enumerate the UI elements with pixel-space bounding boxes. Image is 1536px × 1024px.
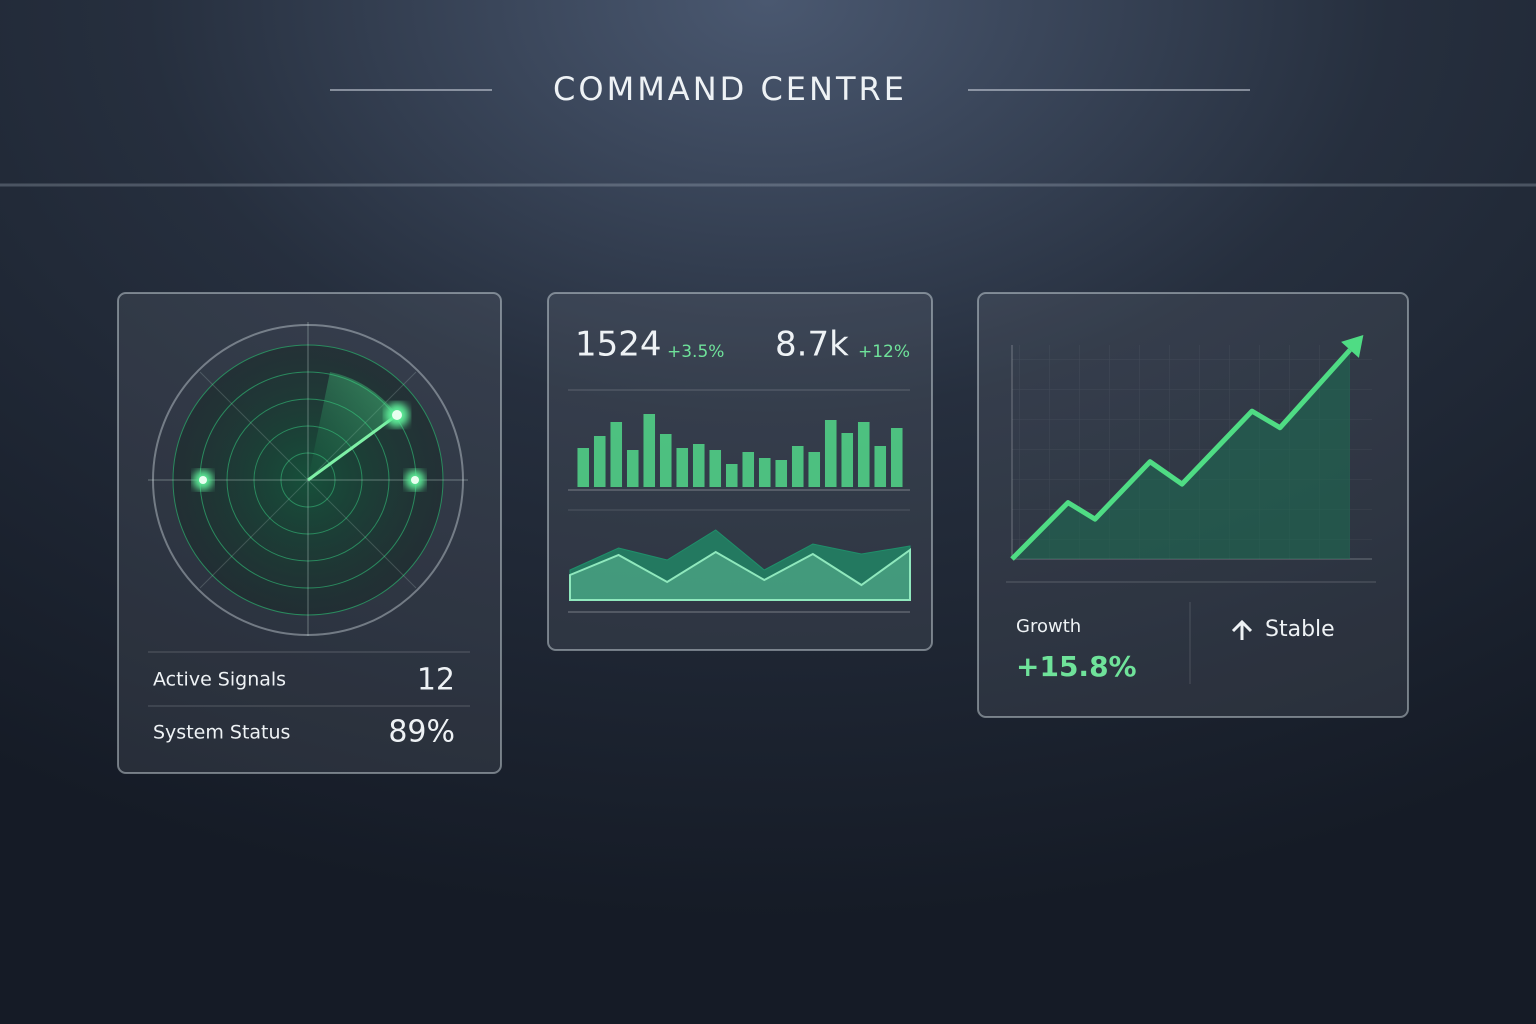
bar — [626, 450, 639, 487]
metric-value: 8.7k — [775, 325, 849, 365]
growth-label: Growth — [1016, 616, 1081, 637]
bar — [824, 420, 837, 487]
growth-value: +15.8% — [1016, 650, 1137, 683]
status-text: Stable — [1265, 617, 1335, 642]
bar — [791, 446, 804, 487]
bar — [758, 458, 771, 487]
metric-change: +3.5% — [667, 342, 724, 362]
bar — [808, 452, 821, 487]
bar — [857, 422, 870, 487]
bar — [610, 422, 623, 487]
bar — [775, 460, 788, 487]
bar — [742, 452, 755, 487]
metric-change: +12% — [858, 342, 910, 362]
bar — [890, 428, 903, 487]
bar — [841, 433, 854, 487]
bar — [874, 446, 887, 487]
area — [1012, 349, 1350, 559]
arrow-head — [1341, 334, 1364, 358]
area — [569, 548, 911, 601]
up-arrow-icon — [1231, 619, 1253, 640]
bar — [692, 444, 705, 487]
bar — [577, 448, 590, 487]
row-label: Active Signals — [153, 669, 286, 691]
bar — [709, 450, 722, 487]
metric-value: 1524 — [575, 325, 662, 365]
bar — [643, 414, 656, 487]
line — [1010, 348, 1352, 561]
bar — [593, 436, 606, 487]
row-value: 12 — [417, 663, 455, 698]
bar — [659, 434, 672, 487]
row-label: System Status — [153, 722, 290, 744]
page-title: COMMAND CENTRE — [553, 70, 907, 108]
bar — [725, 464, 738, 487]
bar — [676, 448, 689, 487]
radar — [148, 322, 468, 636]
row-value: 89% — [388, 715, 455, 750]
